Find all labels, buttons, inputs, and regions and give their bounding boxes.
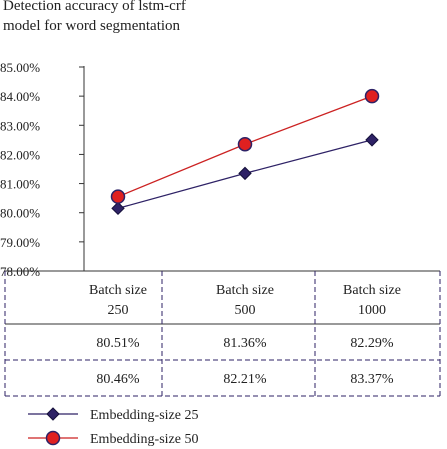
chart-title-line-2: model for word segmentation bbox=[3, 18, 181, 34]
table-cell: 82.29% bbox=[350, 336, 394, 351]
table-cell: 80.51% bbox=[96, 336, 140, 351]
table-cell: 81.36% bbox=[223, 336, 267, 351]
y-tick-label: 82.00% bbox=[0, 147, 40, 162]
data-point-circle bbox=[237, 136, 253, 152]
data-point-diamond bbox=[365, 133, 379, 147]
data-point-circle bbox=[110, 189, 126, 204]
category-label: 250 bbox=[108, 303, 129, 318]
y-tick-label: 83.00% bbox=[0, 118, 40, 133]
data-point-circle bbox=[364, 88, 380, 104]
table-cell: 80.46% bbox=[96, 372, 140, 387]
category-label: 500 bbox=[235, 303, 256, 318]
category-label: Batch size bbox=[216, 283, 274, 298]
category-label: 1000 bbox=[358, 303, 386, 318]
category-label: Batch size bbox=[343, 283, 401, 298]
y-axis-ticks: 85.00% 84.00% 83.00% 82.00% 81.00% 80.00% 79.0… bbox=[0, 60, 84, 279]
y-tick-label: 85.00% bbox=[0, 60, 40, 75]
y-tick-label: 79.00% bbox=[0, 235, 40, 250]
legend-label: Embedding-size 25 bbox=[90, 408, 198, 423]
legend-diamond-icon bbox=[46, 407, 60, 421]
plot-area bbox=[110, 88, 380, 216]
legend: Embedding-size 25 Embedding-size 50 bbox=[28, 407, 198, 447]
y-tick-label: 80.00% bbox=[0, 206, 40, 221]
chart-title-line-1: Detection accuracy of lstm-crf bbox=[3, 0, 186, 14]
y-tick-label: 84.00% bbox=[0, 89, 40, 104]
category-label: Batch size bbox=[89, 283, 147, 298]
data-table: Batch size 250 Batch size 500 Batch size 1000… bbox=[4, 270, 441, 397]
legend-label: Embedding-size 50 bbox=[90, 432, 198, 447]
legend-circle-icon bbox=[45, 430, 61, 446]
table-cell: 82.21% bbox=[223, 372, 267, 387]
table-cell: 83.37% bbox=[350, 372, 394, 387]
data-point-diamond bbox=[111, 201, 125, 216]
y-tick-label: 81.00% bbox=[0, 177, 40, 192]
data-point-diamond bbox=[238, 166, 252, 181]
